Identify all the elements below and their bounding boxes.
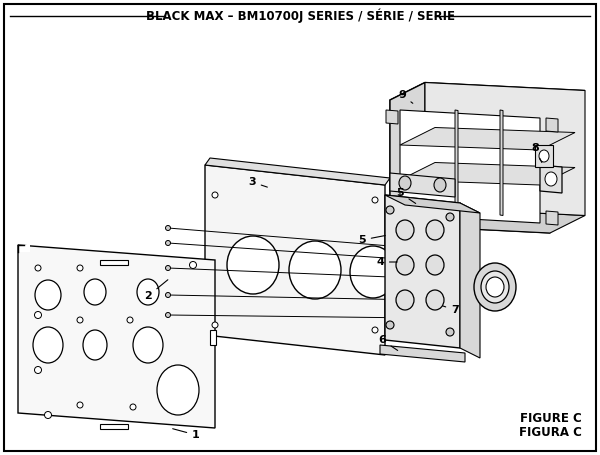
Ellipse shape [35,366,41,374]
Ellipse shape [83,330,107,360]
Ellipse shape [227,236,279,294]
Polygon shape [205,165,385,355]
Polygon shape [400,110,540,223]
Ellipse shape [446,213,454,221]
Ellipse shape [418,298,422,303]
Ellipse shape [35,280,61,310]
Polygon shape [210,330,216,345]
Polygon shape [460,203,480,358]
Ellipse shape [413,246,418,251]
Text: BLACK MAX – BM10700J SERIES / SÉRIE / SERIE: BLACK MAX – BM10700J SERIES / SÉRIE / SE… [146,9,455,23]
Polygon shape [400,162,575,185]
Ellipse shape [77,265,83,271]
Ellipse shape [166,241,170,246]
Ellipse shape [481,271,509,303]
Text: 6: 6 [378,335,398,350]
Polygon shape [500,110,503,216]
Ellipse shape [44,411,52,419]
Ellipse shape [434,178,446,192]
Polygon shape [100,260,128,265]
Polygon shape [546,118,558,132]
Text: 4: 4 [376,257,397,267]
Ellipse shape [350,246,396,298]
Ellipse shape [486,277,504,297]
Text: 9: 9 [398,90,413,103]
Polygon shape [400,127,575,150]
Ellipse shape [130,404,136,410]
Ellipse shape [372,327,378,333]
Polygon shape [540,165,562,193]
Ellipse shape [166,266,170,271]
Ellipse shape [133,327,163,363]
Ellipse shape [84,279,106,305]
Polygon shape [546,211,558,225]
Polygon shape [455,110,458,216]
Ellipse shape [212,322,218,328]
Ellipse shape [426,255,444,275]
Bar [535,145,553,167]
Ellipse shape [418,315,422,320]
Ellipse shape [426,220,444,240]
Polygon shape [390,82,425,225]
Polygon shape [205,158,390,185]
Ellipse shape [166,313,170,318]
Polygon shape [390,82,585,108]
Ellipse shape [413,275,418,280]
Ellipse shape [212,192,218,198]
Ellipse shape [127,317,133,323]
Polygon shape [390,173,455,197]
Polygon shape [386,203,398,217]
Text: 2: 2 [144,280,168,301]
Polygon shape [380,345,465,362]
Polygon shape [386,110,398,124]
Ellipse shape [413,258,418,263]
Ellipse shape [77,402,83,408]
Ellipse shape [396,220,414,240]
Text: 1: 1 [173,429,200,440]
Ellipse shape [396,255,414,275]
Ellipse shape [396,290,414,310]
Polygon shape [100,424,128,429]
Ellipse shape [545,172,557,186]
Text: 5: 5 [396,188,416,203]
Ellipse shape [386,321,394,329]
Text: 8: 8 [531,143,542,162]
Ellipse shape [446,328,454,336]
Ellipse shape [157,365,199,415]
Ellipse shape [137,279,159,305]
Polygon shape [18,245,215,428]
Ellipse shape [474,263,516,311]
Ellipse shape [166,226,170,231]
Ellipse shape [35,265,41,271]
Text: FIGURE C: FIGURE C [520,411,582,425]
Ellipse shape [190,262,197,268]
Ellipse shape [399,176,411,190]
Ellipse shape [386,206,394,214]
Ellipse shape [35,312,41,318]
Polygon shape [18,245,30,252]
Ellipse shape [33,327,63,363]
Ellipse shape [77,317,83,323]
Polygon shape [385,195,460,348]
Text: 5: 5 [358,235,385,245]
Text: FIGURA C: FIGURA C [519,425,582,439]
Polygon shape [390,100,550,233]
Text: 7: 7 [443,305,459,315]
Text: 3: 3 [248,177,268,187]
Ellipse shape [289,241,341,299]
Ellipse shape [539,150,549,162]
Polygon shape [390,207,585,233]
Ellipse shape [166,293,170,298]
Ellipse shape [372,197,378,203]
Polygon shape [425,82,585,216]
Ellipse shape [426,290,444,310]
Polygon shape [385,195,480,213]
